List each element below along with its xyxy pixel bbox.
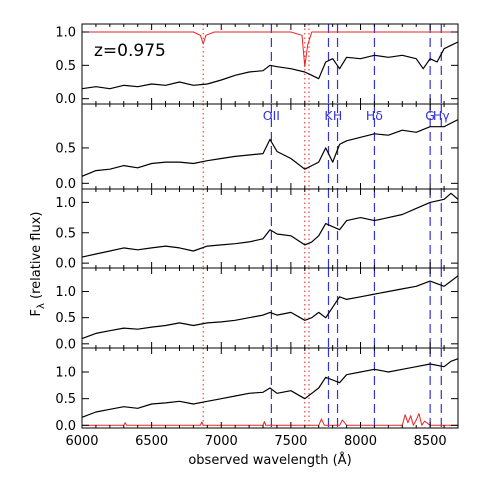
x-tick-label: 8500 [414, 434, 447, 449]
spectral-line-label: G [425, 108, 435, 123]
spectral-line-label: Hγ [433, 108, 450, 123]
galaxy-spectrum-line [81, 192, 459, 258]
redshift-label: z=0.975 [94, 41, 166, 61]
spectral-panels: 0.0 0.5 1.0 0.0 0.5 OII K H Hδ GHγ 0.0 0.5 1.0 0.0 0.5… [55, 23, 459, 449]
y-tick-label: 1.0 [55, 26, 76, 41]
y-tick-label: 0.0 [55, 419, 76, 434]
y-tick-label: 0.0 [55, 177, 76, 192]
y-axis-title-subscript: λ [36, 303, 47, 309]
y-tick-label: 0.0 [55, 92, 76, 107]
y-tick-label: 0.5 [55, 311, 76, 326]
spectral-line-label: H [333, 108, 342, 123]
galaxy-spectrum-line [81, 41, 459, 90]
spectral-line-label: K [324, 108, 333, 123]
panel-frame [81, 267, 459, 349]
y-tick-label: 0.0 [55, 257, 76, 272]
galaxy-spectrum-line [81, 358, 459, 418]
spectral-line-label: Hδ [366, 108, 383, 123]
galaxy-spectrum-line [81, 119, 459, 177]
y-tick-label: 0.0 [55, 337, 76, 352]
x-tick-label: 8000 [344, 434, 377, 449]
panel-frame [81, 188, 459, 269]
panel-2: 0.0 0.5 OII K H Hδ GHγ [55, 103, 459, 192]
panel-3: 0.0 0.5 1.0 [55, 188, 459, 272]
y-tick-label: 0.5 [55, 392, 76, 407]
panel-frame [81, 23, 459, 105]
x-axis-title: observed wavelength (Å) [188, 452, 351, 468]
y-tick-label: 0.5 [55, 141, 76, 156]
galaxy-spectrum-line [81, 275, 459, 340]
panel-frame [81, 347, 459, 429]
y-tick-label: 0.5 [55, 59, 76, 74]
panel-5: 0.0 0.5 1.0 [55, 347, 459, 434]
y-tick-label: 1.0 [55, 366, 76, 381]
sky-spectrum-line [82, 413, 458, 426]
y-axis-title: Fλ (relative flux) [29, 212, 47, 317]
y-tick-label: 0.5 [55, 226, 76, 241]
y-axis-title-main: F [29, 309, 44, 316]
y-tick-label: 1.0 [55, 196, 76, 211]
y-tick-label: 1.0 [55, 285, 76, 300]
x-tick-label: 7500 [274, 434, 307, 449]
y-axis-title-rest: (relative flux) [29, 212, 44, 304]
sky-spectrum-line [82, 31, 458, 68]
panel-4: 0.0 0.5 1.0 [55, 267, 459, 352]
x-tick-label: 7000 [205, 434, 238, 449]
x-tick-label: 6000 [65, 434, 98, 449]
x-tick-label: 6500 [135, 434, 168, 449]
spectral-line-label: OII [263, 108, 280, 123]
panel-1: 0.0 0.5 1.0 [55, 23, 459, 107]
